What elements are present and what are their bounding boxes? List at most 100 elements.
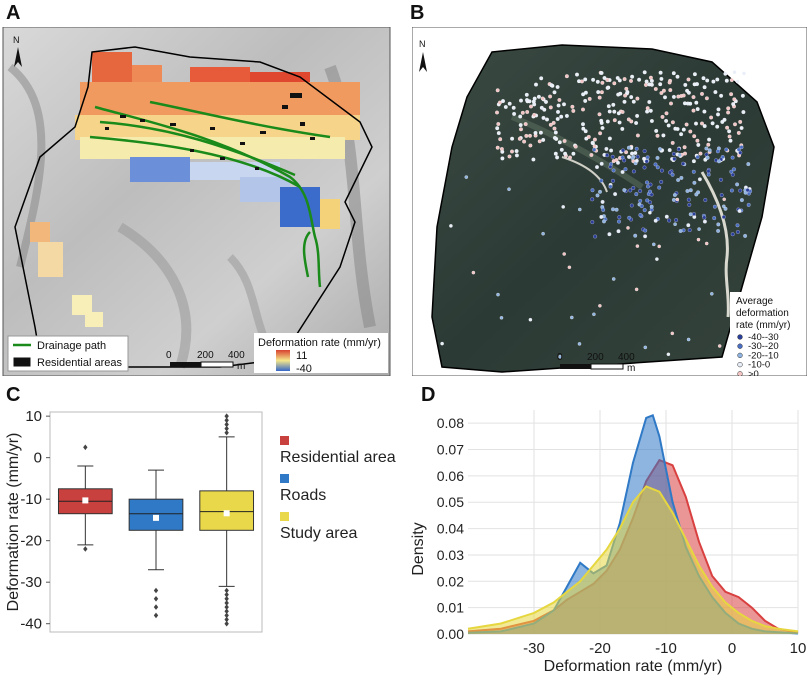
deformation-point <box>573 144 578 149</box>
deformation-point <box>638 213 643 217</box>
deformation-point <box>590 188 595 193</box>
deformation-point <box>622 99 627 104</box>
deformation-point <box>440 341 444 346</box>
deformation-point <box>602 76 607 80</box>
deformation-point <box>674 218 679 223</box>
deformation-point <box>634 121 639 125</box>
deformation-point <box>626 226 630 230</box>
boxplot-box <box>128 498 184 531</box>
deformation-point <box>692 72 697 77</box>
deformation-point <box>633 151 638 155</box>
boxplot-ytick-label: 0 <box>34 450 42 467</box>
deformation-point <box>647 100 652 104</box>
deformation-point <box>620 126 625 131</box>
scale-b-bar-black <box>560 364 591 369</box>
deformation-point <box>625 90 630 95</box>
density-xtick-label: 10 <box>790 640 807 657</box>
deformation-point <box>700 121 704 126</box>
deformation-point <box>712 204 717 209</box>
colorbar-a-max: 11 <box>296 350 307 362</box>
density-xtick-label: -20 <box>589 640 611 657</box>
deformation-point <box>649 78 654 83</box>
deformation-point <box>648 200 652 205</box>
deformation-point <box>496 122 501 126</box>
scale-b-200: 200 <box>587 352 604 363</box>
deformation-point <box>648 75 653 80</box>
deformation-point <box>696 237 701 242</box>
deformation-point <box>634 287 639 292</box>
deformation-point <box>683 82 688 87</box>
deformation-point <box>723 206 728 211</box>
deformation-point <box>642 149 647 154</box>
boxplot-outlier <box>153 587 159 594</box>
deformation-point <box>697 177 702 182</box>
deformation-point <box>732 97 737 102</box>
boxplot-outlier <box>224 591 229 598</box>
deformation-point <box>694 100 699 105</box>
deformation-point <box>698 151 703 156</box>
deformation-point <box>599 90 604 95</box>
deformation-point <box>606 104 611 109</box>
deformation-point <box>687 202 692 207</box>
deformation-point <box>548 122 553 127</box>
deformation-point <box>725 125 730 130</box>
deformation-point <box>581 126 586 131</box>
deformation-point <box>613 192 618 197</box>
north-label-a: N <box>13 35 20 45</box>
boxplot-outlier <box>153 595 159 602</box>
deformation-point <box>687 228 692 233</box>
deformation-point <box>676 178 681 182</box>
deformation-point <box>635 96 640 101</box>
deformation-point <box>519 98 523 103</box>
density-ytick-label: 0.00 <box>437 626 464 642</box>
deformation-point <box>623 167 628 172</box>
north-arrow-b: N <box>419 39 427 72</box>
deformation-point <box>645 198 650 203</box>
deformation-point <box>706 142 711 147</box>
deformation-point <box>706 172 711 177</box>
deformation-point <box>668 88 673 93</box>
deformation-point <box>728 138 733 143</box>
boxplot-mean <box>153 514 159 521</box>
panel-letter-d: D <box>421 384 436 406</box>
boxplot-box <box>199 490 255 531</box>
deformation-point <box>742 71 746 76</box>
deformation-point <box>667 148 672 153</box>
deformation-point <box>660 114 665 119</box>
deformation-point <box>624 86 629 91</box>
deformation-raster <box>22 52 360 360</box>
deformation-point <box>738 119 743 124</box>
deformation-point <box>671 151 676 156</box>
colorbar-a-min: -40 <box>296 363 312 375</box>
deformation-point <box>717 344 722 348</box>
boxplot-ytick-label: -40 <box>20 616 42 633</box>
deformation-point <box>568 155 572 160</box>
boxplot-outlier <box>224 413 229 419</box>
deformation-point <box>605 77 610 82</box>
deformation-point <box>599 118 604 123</box>
deformation-point <box>639 204 644 209</box>
deformation-point <box>682 101 687 106</box>
deformation-point <box>592 312 596 317</box>
deformation-point <box>590 140 595 145</box>
deformation-point <box>670 331 675 336</box>
deformation-point <box>614 207 619 212</box>
deformation-point <box>583 129 588 134</box>
deformation-point <box>598 304 602 308</box>
deformation-point <box>630 74 635 79</box>
colorbar-a-title: Deformation rate (mm/yr) <box>258 337 381 349</box>
deformation-point <box>609 148 614 153</box>
deformation-point <box>653 218 658 223</box>
deformation-point <box>503 105 508 109</box>
deformation-point <box>655 133 660 138</box>
deformation-point <box>598 131 603 136</box>
deformation-point <box>670 172 675 177</box>
deformation-point <box>525 98 529 102</box>
deformation-point <box>605 153 610 158</box>
deformation-point <box>611 178 615 183</box>
deformation-point <box>635 133 640 138</box>
deformation-point <box>630 156 635 160</box>
scale-b-400: 400 <box>618 352 635 363</box>
panel-letter-b: B <box>410 2 425 24</box>
deformation-point <box>724 147 729 152</box>
